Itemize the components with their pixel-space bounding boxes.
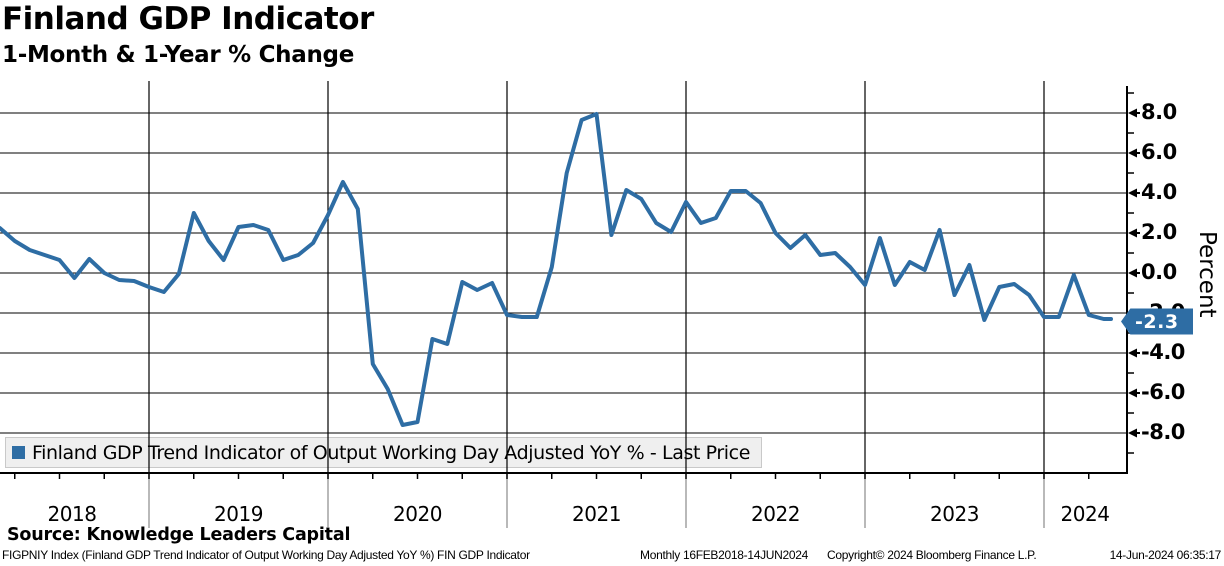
y-axis-tick-label: 4.0 [1141,180,1177,204]
chart-title: Finland GDP Indicator [2,1,374,37]
y-axis-tick-arrow-icon [1128,228,1137,238]
y-axis-title: Percent [1194,231,1220,318]
footer-description: FIGPNIY Index (Finland GDP Trend Indicat… [2,548,530,562]
y-axis-tick-label: 6.0 [1141,140,1177,164]
y-axis-tick-label: 0.0 [1141,260,1177,284]
y-axis-tick-arrow-icon [1128,108,1137,118]
footer-timestamp: 14-Jun-2024 06:35:17 [1109,548,1222,562]
y-axis-tick-label: -8.0 [1141,420,1185,444]
y-axis-tick-arrow-icon [1128,428,1137,438]
footer-copyright: Copyright© 2024 Bloomberg Finance L.P. [827,548,1037,562]
footer-frequency: Monthly 16FEB2018-14JUN2024 [640,548,809,562]
legend: Finland GDP Trend Indicator of Output Wo… [5,437,762,468]
y-axis-tick-arrow-icon [1128,268,1137,278]
y-axis-tick-arrow-icon [1128,188,1137,198]
x-axis-year-label: 2023 [930,502,979,526]
x-axis-year-label: 2019 [214,502,263,526]
x-axis-year-label: 2024 [1060,502,1110,526]
legend-series-label: Finland GDP Trend Indicator of Output Wo… [32,441,750,464]
gdp-line-series [0,112,1113,427]
y-axis-tick-label: -4.0 [1141,340,1185,364]
y-axis-tick-label: 8.0 [1141,100,1177,124]
y-axis-tick-arrow-icon [1128,388,1137,398]
y-axis-tick-arrow-icon [1128,148,1137,158]
legend-series-swatch-icon [12,446,25,459]
source-line: Source: Knowledge Leaders Capital [7,525,351,545]
x-axis-year-label: 2020 [393,502,442,526]
chart-subtitle: 1-Month & 1-Year % Change [2,42,354,68]
last-price-badge: -2.3 [1121,308,1193,335]
x-axis-year-label: 2021 [572,502,621,526]
footer: FIGPNIY Index (Finland GDP Trend Indicat… [0,548,1224,564]
y-axis-tick-arrow-icon [1128,348,1137,358]
x-axis-year-label: 2022 [751,502,800,526]
y-axis-tick-label: 2.0 [1141,220,1177,244]
x-axis-year-label: 2018 [47,502,97,526]
last-price-value: -2.3 [1135,310,1179,333]
y-axis-tick-label: -6.0 [1141,380,1185,404]
